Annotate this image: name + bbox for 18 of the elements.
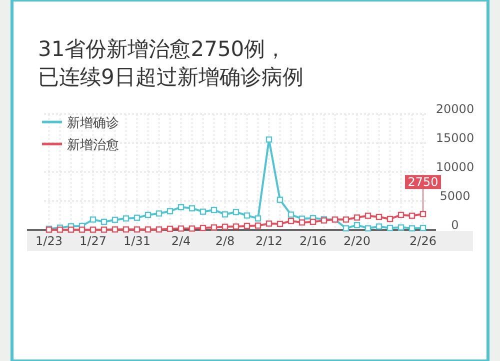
y-tick-label: 5000 [440, 189, 470, 203]
x-tick-label: 2/26 [410, 234, 436, 248]
x-tick-label: 1/27 [80, 234, 106, 248]
x-tick-label: 1/23 [36, 234, 62, 248]
chart-title: 31省份新增治愈2750例，已连续9日超过新增确诊病例 [38, 37, 304, 89]
y-tick-label: 10000 [436, 160, 474, 174]
annotation: 2750 [408, 175, 438, 190]
y-tick-label: 15000 [436, 131, 474, 145]
x-tick-label: 2/8 [215, 234, 235, 248]
legend-label: 新增确诊 [67, 116, 119, 131]
y-tick-label: 20000 [436, 102, 474, 116]
x-tick-label: 2/12 [256, 234, 282, 248]
x-tick-label: 2/20 [344, 234, 370, 248]
x-tick-label: 2/16 [300, 234, 326, 248]
x-tick-label: 2/4 [171, 234, 191, 248]
legend-label: 新增治愈 [67, 138, 119, 153]
y-tick-label: 0 [451, 218, 459, 232]
x-tick-label: 1/31 [124, 234, 150, 248]
